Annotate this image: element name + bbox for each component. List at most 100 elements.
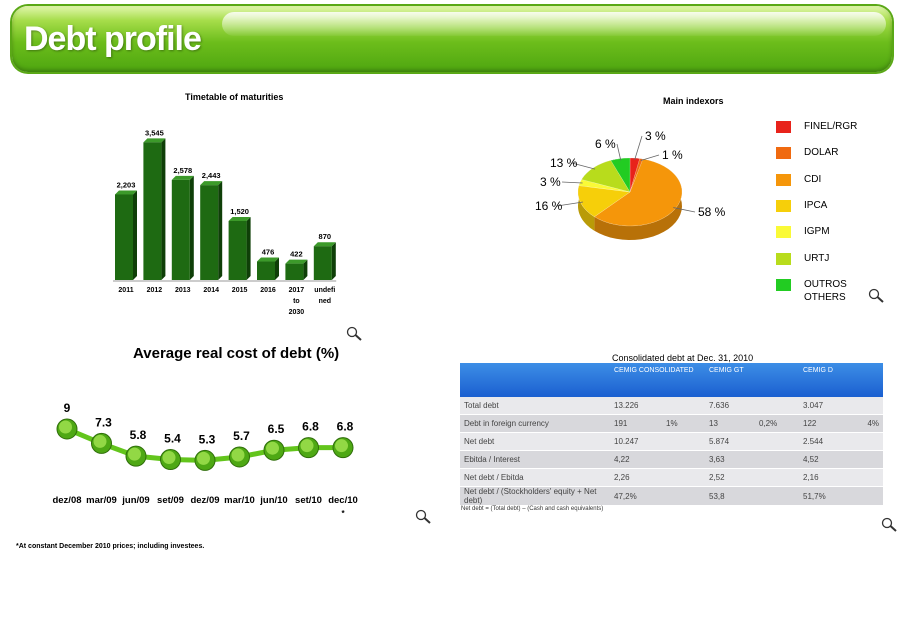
footnote: *At constant December 2010 prices; inclu…	[16, 543, 205, 550]
pie-value-label: 3 %	[645, 129, 666, 143]
table-row: Net debt 10.247 5.874 2.544	[460, 432, 883, 451]
line-x-label: set/09	[157, 495, 184, 506]
table-cell	[849, 468, 883, 487]
table-cell: Net debt	[460, 432, 610, 451]
line-point-highlight	[128, 447, 141, 461]
legend-item: IPCA	[776, 199, 827, 215]
bar-side	[218, 181, 223, 280]
line-point-highlight	[335, 439, 348, 453]
legend-item: FINEL/RGR	[776, 120, 857, 136]
legend-swatch	[776, 147, 791, 160]
bar	[200, 185, 219, 280]
bar	[228, 220, 247, 280]
table-cell: 4,52	[799, 450, 849, 469]
pie-slice	[581, 160, 631, 193]
table-header-cemig-d: CEMIG D	[799, 363, 883, 397]
pie-value-label: 58 %	[698, 205, 726, 219]
table-cell: 13	[705, 414, 755, 433]
bar-top	[171, 175, 194, 180]
bar-category-label: ned	[319, 298, 331, 305]
bar	[171, 179, 190, 280]
table-cell: 4%	[849, 414, 883, 433]
line-x-label: jun/09	[121, 495, 149, 506]
pie-value-label: 13 %	[550, 156, 578, 170]
pie-value-label: 3 %	[540, 175, 561, 189]
table-cell: Net debt / Ebitda	[460, 468, 610, 487]
line-point-highlight	[59, 420, 72, 434]
bar-side	[275, 257, 279, 280]
consolidated-debt-table: CEMIG CONSOLIDATED CEMIG GT CEMIG D Tota…	[460, 363, 883, 506]
bar-value-label: 870	[319, 232, 332, 241]
bar-side	[189, 175, 194, 280]
table-title: Consolidated debt at Dec. 31, 2010	[612, 353, 754, 363]
table-row: Net debt / (Stockholders' equity + Net d…	[460, 486, 883, 506]
magnifier-icon[interactable]	[867, 288, 885, 304]
bar-side	[331, 242, 336, 280]
legend-item: URTJ	[776, 252, 829, 268]
bar-category-label: 2014	[203, 287, 219, 294]
table-header-cell	[460, 363, 610, 397]
table-cell: Debt in foreign currency	[460, 414, 610, 433]
pie-slice-side	[594, 159, 682, 240]
magnifier-icon[interactable]	[414, 509, 432, 525]
bar-category-label: 2030	[289, 309, 305, 316]
pie-chart-title: Main indexors	[663, 96, 724, 106]
pie-leader-line	[561, 181, 583, 184]
legend-swatch	[776, 173, 791, 186]
line-x-label: dez/09	[190, 495, 219, 506]
legend-item: IGPM	[776, 225, 830, 241]
legend-label: IGPM	[804, 226, 830, 238]
line-value-label: 7.3	[95, 415, 112, 429]
table-cell: 7.636	[705, 397, 755, 415]
legend-swatch	[776, 121, 791, 133]
legend-label: FINEL/RGR	[804, 121, 858, 132]
line-point-highlight	[231, 448, 245, 462]
bar	[257, 261, 275, 280]
bar-category-label: 2013	[175, 287, 191, 294]
bar-category-label: 2011	[118, 287, 133, 294]
line-x-label: set/10	[295, 495, 322, 506]
line-value-label: 6.5	[268, 422, 285, 436]
page-title: Debt profile	[24, 20, 202, 58]
bar-value-label: 2,578	[173, 166, 192, 175]
bar-value-label: 2,203	[117, 180, 136, 189]
pie-leader-line	[640, 154, 660, 161]
table-cell: 53,8	[705, 486, 755, 506]
bar	[143, 142, 162, 280]
line-value-label: 5.8	[130, 428, 147, 442]
pie-leader-line	[556, 201, 584, 207]
magnifier-icon[interactable]	[345, 326, 363, 342]
pie-slice-side	[578, 185, 595, 231]
magnifier-icon[interactable]	[880, 517, 898, 533]
legend-label: DOLAR	[804, 147, 839, 159]
table-cell: Total debt	[460, 397, 610, 415]
legend-swatch	[776, 278, 791, 291]
bar-value-label: 476	[262, 248, 275, 257]
table-cell: 2,16	[799, 468, 849, 487]
table-cell	[662, 450, 705, 469]
bar-top	[285, 259, 308, 264]
table-header-cemig-gt: CEMIG GT	[705, 363, 799, 397]
bar-category-label: to	[293, 298, 300, 305]
line-x-footnote-mark: *	[341, 509, 345, 518]
legend-label: URTJ	[804, 252, 830, 264]
pie-slice	[629, 158, 644, 193]
line-value-label: 5.7	[233, 429, 250, 443]
legend-swatch	[776, 199, 791, 212]
legend-swatch	[776, 226, 791, 239]
bar-value-label: 1,520	[230, 207, 249, 216]
line-chart-title: Average real cost of debt (%)	[133, 345, 340, 362]
table-cell: 1%	[662, 414, 705, 433]
table-cell: 3.047	[799, 397, 849, 415]
legend-label: CDI	[804, 173, 822, 185]
line-x-label: dez/08	[52, 495, 81, 506]
table-cell	[755, 450, 799, 469]
line-x-label: mar/10	[224, 495, 255, 506]
bar-side	[133, 190, 137, 280]
legend-swatch	[776, 252, 791, 265]
bar	[115, 194, 133, 280]
table-cell: 2,52	[705, 468, 755, 487]
line-point-highlight	[93, 434, 107, 448]
line-value-label: 5.4	[164, 432, 181, 446]
bar	[313, 246, 332, 280]
